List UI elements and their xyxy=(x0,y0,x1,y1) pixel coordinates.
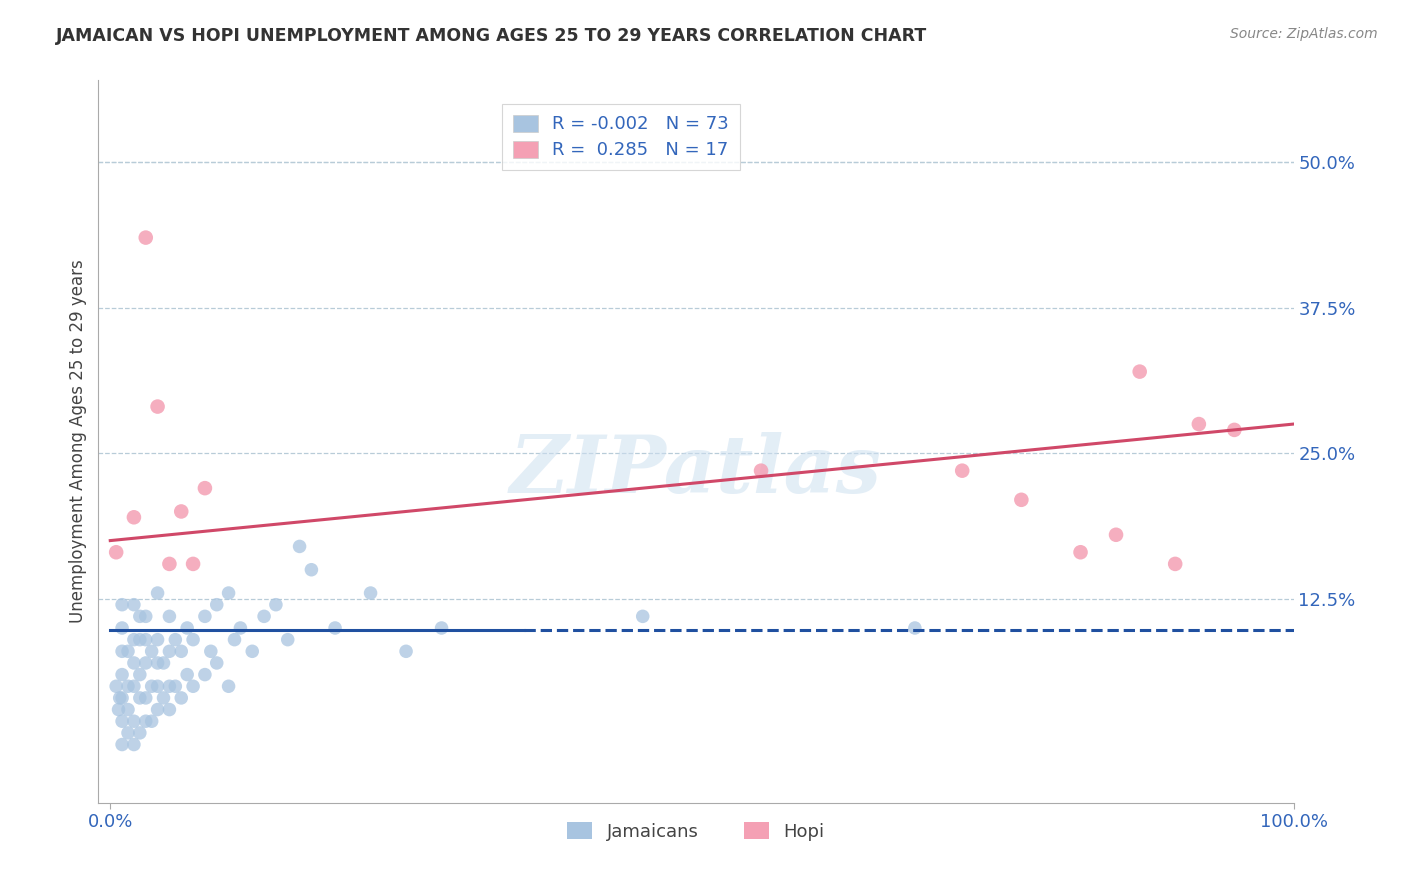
Point xyxy=(165,632,187,647)
Point xyxy=(111,714,134,729)
Point xyxy=(430,621,453,635)
Point xyxy=(749,464,772,478)
Point xyxy=(240,644,263,658)
Point xyxy=(141,644,163,658)
Point xyxy=(176,621,198,635)
Point xyxy=(205,598,228,612)
Y-axis label: Unemployment Among Ages 25 to 29 years: Unemployment Among Ages 25 to 29 years xyxy=(69,260,87,624)
Point xyxy=(111,598,134,612)
Point xyxy=(360,586,382,600)
Point xyxy=(395,644,418,658)
Point xyxy=(157,557,180,571)
Point xyxy=(128,690,150,705)
Point xyxy=(950,464,973,478)
Point xyxy=(1010,492,1032,507)
Point xyxy=(135,714,157,729)
Point xyxy=(122,598,145,612)
Point xyxy=(122,656,145,670)
Point xyxy=(146,679,169,693)
Point xyxy=(122,714,145,729)
Point xyxy=(128,609,150,624)
Point xyxy=(135,632,157,647)
Point xyxy=(117,644,139,658)
Point xyxy=(146,632,169,647)
Point xyxy=(1105,528,1128,542)
Point xyxy=(105,545,128,559)
Point xyxy=(157,702,180,716)
Point xyxy=(135,230,157,244)
Point xyxy=(105,679,128,693)
Text: ZIPatlas: ZIPatlas xyxy=(510,432,882,509)
Point xyxy=(218,679,240,693)
Point xyxy=(631,609,654,624)
Text: JAMAICAN VS HOPI UNEMPLOYMENT AMONG AGES 25 TO 29 YEARS CORRELATION CHART: JAMAICAN VS HOPI UNEMPLOYMENT AMONG AGES… xyxy=(56,27,928,45)
Point xyxy=(146,656,169,670)
Point xyxy=(135,656,157,670)
Point xyxy=(1188,417,1211,431)
Point xyxy=(122,679,145,693)
Point xyxy=(170,690,193,705)
Point xyxy=(146,400,169,414)
Point xyxy=(1129,365,1152,379)
Point xyxy=(122,510,145,524)
Point xyxy=(152,690,174,705)
Point xyxy=(218,586,240,600)
Point xyxy=(157,609,180,624)
Point xyxy=(146,586,169,600)
Point xyxy=(194,667,217,681)
Point xyxy=(122,632,145,647)
Point xyxy=(176,667,198,681)
Point xyxy=(165,679,187,693)
Point xyxy=(146,702,169,716)
Point xyxy=(135,690,157,705)
Point xyxy=(111,738,134,752)
Point xyxy=(205,656,228,670)
Point xyxy=(224,632,246,647)
Point xyxy=(181,679,204,693)
Point xyxy=(181,632,204,647)
Legend: Jamaicans, Hopi: Jamaicans, Hopi xyxy=(560,814,832,848)
Point xyxy=(157,644,180,658)
Point xyxy=(904,621,927,635)
Point xyxy=(135,609,157,624)
Point xyxy=(323,621,346,635)
Point xyxy=(288,540,311,554)
Point xyxy=(152,656,174,670)
Point xyxy=(128,667,150,681)
Point xyxy=(128,632,150,647)
Text: Source: ZipAtlas.com: Source: ZipAtlas.com xyxy=(1230,27,1378,41)
Point xyxy=(141,679,163,693)
Point xyxy=(157,679,180,693)
Point xyxy=(111,690,134,705)
Point xyxy=(299,563,322,577)
Point xyxy=(111,621,134,635)
Point xyxy=(122,738,145,752)
Point xyxy=(111,667,134,681)
Point xyxy=(107,702,129,716)
Point xyxy=(181,557,204,571)
Point xyxy=(170,644,193,658)
Point xyxy=(108,690,131,705)
Point xyxy=(117,702,139,716)
Point xyxy=(253,609,276,624)
Point xyxy=(1164,557,1187,571)
Point xyxy=(229,621,252,635)
Point xyxy=(194,481,217,495)
Point xyxy=(141,714,163,729)
Point xyxy=(117,726,139,740)
Point xyxy=(200,644,222,658)
Point xyxy=(111,644,134,658)
Point xyxy=(277,632,299,647)
Point xyxy=(117,679,139,693)
Point xyxy=(194,609,217,624)
Point xyxy=(264,598,287,612)
Point xyxy=(1070,545,1092,559)
Point xyxy=(170,504,193,518)
Point xyxy=(128,726,150,740)
Point xyxy=(1223,423,1246,437)
